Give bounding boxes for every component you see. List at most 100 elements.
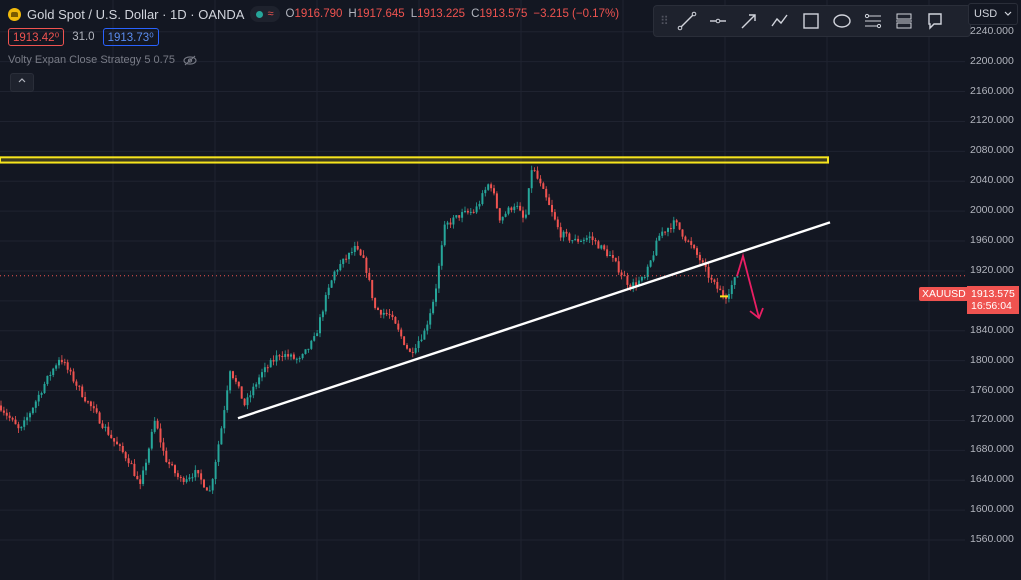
candle-body [487,184,490,190]
candle-body [400,329,403,337]
candle-body [162,442,165,451]
candle-body [730,285,733,295]
candle-body [530,170,533,189]
horizontal-line-tool-icon[interactable] [706,9,730,33]
rectangle-tool-icon[interactable] [799,9,823,33]
ellipse-tool-icon[interactable] [830,9,854,33]
candle-body [443,224,446,246]
trend-line-tool-icon[interactable] [675,9,699,33]
drawing-toolbar: ⠿ [653,5,971,37]
candle-body [272,360,275,362]
symbol-title[interactable]: Gold Spot / U.S. Dollar · 1D · OANDA [27,6,245,22]
price-axis-label: 1560.000 [970,533,1014,546]
candle-body [371,279,374,299]
candle-body [455,215,458,218]
candle-body [110,434,113,439]
candle-body [263,367,266,373]
eye-hidden-icon[interactable] [183,55,197,66]
candle-body [356,246,359,250]
candle-body [417,341,420,349]
candle-body [527,188,530,215]
drag-handle-icon[interactable]: ⠿ [660,14,669,28]
candle-body [269,360,272,368]
candle-body [29,413,31,418]
price-axis-label: 1840.000 [970,323,1014,336]
close-value: 1913.575 [479,8,528,20]
candle-body [672,220,675,230]
candle-body [43,383,46,393]
candle-body [458,215,461,218]
candle-body [446,222,449,225]
candle-body [472,211,475,213]
arrow-tool-icon[interactable] [737,9,761,33]
candle-body [611,255,614,258]
candle-body [60,359,63,363]
candle-body [548,197,551,205]
candle-body [626,276,629,285]
candle-body [133,463,136,476]
buy-price-button[interactable]: 1913.73⁰ [102,28,159,46]
candle-body [23,420,26,427]
candle-body [290,354,292,357]
candle-body [81,386,84,397]
candle-body [168,462,171,465]
candle-body [640,277,643,281]
candle-body [0,405,2,411]
candle-body [542,183,545,189]
candle-body [298,358,301,360]
candle-body [336,270,339,272]
market-status[interactable]: ≈ [250,6,280,22]
candle-body [307,348,310,350]
candle-body [432,301,435,314]
candle-body [316,333,319,337]
long-position-tool-icon[interactable] [892,9,916,33]
candle-body [698,254,701,261]
chevron-down-icon [1004,11,1012,16]
price-axis-label: 1960.000 [970,234,1014,247]
candle-body [385,312,388,315]
candle-body [727,294,730,299]
currency-selector[interactable]: USD [968,3,1018,25]
candle-body [101,423,104,428]
candle-body [75,381,78,386]
indicator-label[interactable]: Volty Expan Close Strategy 5 0.75 [8,54,175,66]
low-value: 1913.225 [417,8,466,20]
candle-body [507,207,510,214]
candle-body [359,249,362,256]
candle-body [220,428,223,445]
candle-body [504,213,507,217]
candle-body [388,314,391,316]
candle-body [104,426,107,428]
candle-body [649,260,652,267]
path-tool-icon[interactable] [768,9,792,33]
candle-body [379,309,382,315]
candle-body [174,465,176,474]
price-axis-label: 1760.000 [970,383,1014,396]
candle-body [258,377,261,385]
candle-body [319,317,321,334]
callout-tool-icon[interactable] [923,9,947,33]
candle-body [524,214,527,218]
candle-body [464,210,466,213]
data-wave-icon: ≈ [267,8,274,20]
candle-body [301,353,304,359]
candle-body [63,362,66,364]
candle-body [687,240,690,242]
sell-price-button[interactable]: 1913.42⁰ [8,28,65,46]
collapse-legend-button[interactable] [10,73,34,92]
fib-retracement-tool-icon[interactable] [861,9,885,33]
candle-body [594,240,597,242]
candle-body [562,231,565,238]
candle-body [69,369,72,372]
candle-body [713,279,716,282]
candle-body [249,395,252,398]
candle-body [345,258,348,260]
candle-body [632,282,635,289]
candle-body [568,233,571,241]
candle-body [684,236,687,241]
candle-body [669,228,672,230]
candle-body [176,473,179,477]
candle-body [571,240,574,242]
